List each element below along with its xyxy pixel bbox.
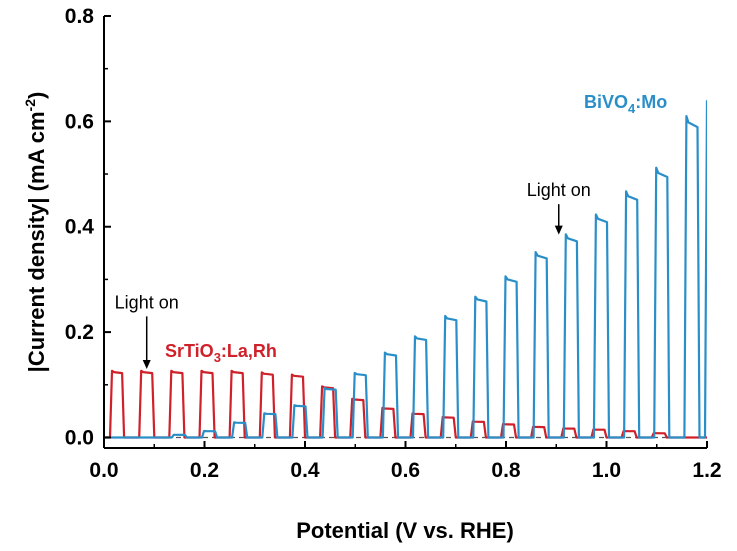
x-tick-label: 0.0 [89, 459, 118, 482]
annotation-light-on: Light on [527, 180, 591, 200]
annotation-arrow-head [142, 359, 151, 369]
series-label-bivo4-b: :Mo [635, 92, 667, 112]
x-axis-ticks: 0.0 0.2 0.4 0.6 0.8 1.0 1.2 [89, 441, 722, 482]
y-tick-label: 0.8 [65, 5, 95, 28]
series-label-srtio3-a: SrTiO [165, 341, 214, 361]
series-label-bivo4-a: BiVO [584, 92, 628, 112]
y-axis-title-sup: -2 [22, 99, 38, 112]
x-tick-label: 0.8 [491, 459, 521, 482]
series-label-bivo4-sub: 4 [628, 101, 636, 116]
y-tick-label: 0.4 [65, 216, 95, 239]
y-axis-ticks: 0.0 0.2 0.4 0.6 0.8 [65, 5, 111, 449]
series-label-srtio3-b: :La,Rh [221, 341, 277, 361]
x-tick-label: 1.2 [692, 459, 721, 482]
y-tick-label: 0.6 [65, 110, 94, 133]
x-tick-label: 0.4 [290, 459, 320, 482]
x-axis-title: Potential (V vs. RHE) [296, 518, 514, 543]
y-axis-title: |Current density| (mA cm-2) [22, 92, 49, 373]
annotation-arrow-head [554, 225, 563, 235]
x-tick-label: 1.0 [592, 459, 621, 482]
series-line-bivo4 [104, 100, 707, 439]
series-line-srtio3 [104, 369, 707, 439]
annotations: Light on Light on [115, 180, 591, 369]
y-tick-label: 0.2 [65, 321, 94, 344]
annotation-light-on: Light on [115, 292, 179, 312]
y-axis-title-main: |Current density| (mA cm [24, 111, 49, 372]
y-tick-label: 0.0 [65, 426, 94, 449]
y-axis-title-close: ) [24, 92, 49, 99]
x-tick-label: 0.2 [190, 459, 219, 482]
series-label-srtio3: SrTiO3:La,Rh [165, 341, 277, 365]
series-label-srtio3-sub: 3 [214, 350, 221, 365]
axes [103, 16, 707, 449]
x-tick-label: 0.6 [391, 459, 420, 482]
series-label-bivo4: BiVO4:Mo [584, 92, 667, 116]
